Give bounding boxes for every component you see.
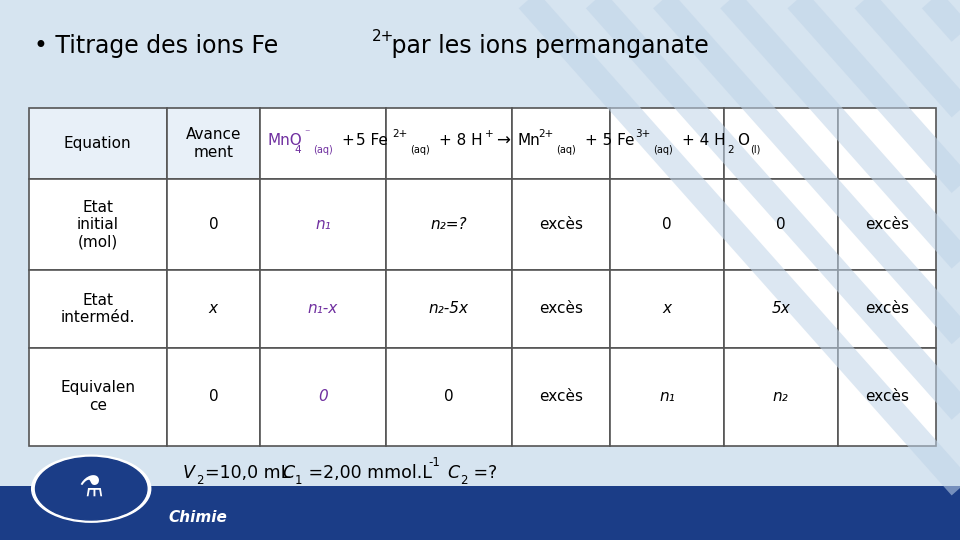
Bar: [386, 270, 512, 348]
Bar: [610, 179, 724, 270]
Text: 0: 0: [776, 217, 785, 232]
Text: n₁: n₁: [660, 389, 675, 404]
Bar: [29, 108, 167, 179]
Text: MnO: MnO: [268, 133, 302, 148]
Text: excès: excès: [865, 389, 909, 404]
Text: Equivalen
ce: Equivalen ce: [60, 380, 135, 413]
Text: 0: 0: [208, 217, 218, 232]
Text: excès: excès: [865, 217, 909, 232]
Text: + 5 Fe: + 5 Fe: [585, 133, 634, 148]
Text: 2+: 2+: [372, 29, 394, 44]
Text: -1: -1: [428, 456, 440, 469]
Text: excès: excès: [539, 301, 583, 316]
Bar: [29, 270, 167, 348]
Bar: [167, 108, 260, 179]
Text: Etat
initial
(mol): Etat initial (mol): [77, 200, 119, 249]
Text: + 4 H: + 4 H: [682, 133, 725, 148]
Bar: [512, 179, 610, 270]
Bar: [724, 108, 838, 179]
Bar: [610, 270, 724, 348]
Text: 4: 4: [295, 145, 301, 155]
Bar: [838, 270, 936, 348]
Text: 2: 2: [196, 474, 204, 487]
Text: 5 Fe: 5 Fe: [356, 133, 388, 148]
Circle shape: [36, 457, 147, 520]
Text: (aq): (aq): [313, 145, 333, 155]
Text: 2: 2: [728, 145, 734, 155]
Text: C: C: [282, 463, 295, 482]
Text: +: +: [342, 133, 354, 148]
Bar: [29, 348, 167, 445]
Bar: [724, 348, 838, 445]
Text: ⚗: ⚗: [79, 475, 104, 503]
Bar: [167, 179, 260, 270]
Text: =10,0 mL: =10,0 mL: [205, 463, 291, 482]
Text: n₂: n₂: [773, 389, 789, 404]
Text: 5x: 5x: [772, 301, 790, 316]
Text: Avance
ment: Avance ment: [185, 127, 241, 160]
Bar: [724, 179, 838, 270]
Text: (l): (l): [750, 145, 760, 155]
Text: 0: 0: [208, 389, 218, 404]
Text: n₁: n₁: [315, 217, 331, 232]
Bar: [724, 270, 838, 348]
Text: x: x: [209, 301, 218, 316]
Text: +: +: [485, 129, 493, 139]
Bar: [260, 179, 386, 270]
Bar: [386, 179, 512, 270]
Bar: [386, 348, 512, 445]
Bar: [29, 179, 167, 270]
Text: • Titrage des ions Fe: • Titrage des ions Fe: [34, 34, 277, 58]
Bar: [512, 108, 610, 179]
Text: n₂-5x: n₂-5x: [429, 301, 468, 316]
Text: C: C: [447, 463, 460, 482]
Text: par les ions permanganate: par les ions permanganate: [384, 34, 708, 58]
Text: →: →: [496, 132, 510, 150]
Text: 0: 0: [444, 389, 454, 404]
Text: Etat
interméd.: Etat interméd.: [60, 293, 135, 325]
Bar: [167, 270, 260, 348]
Text: (aq): (aq): [410, 145, 430, 155]
Bar: [512, 348, 610, 445]
Text: 3+: 3+: [636, 129, 651, 139]
Text: O: O: [737, 133, 749, 148]
Circle shape: [32, 455, 151, 522]
Text: + 8 H: + 8 H: [439, 133, 482, 148]
Text: n₁-x: n₁-x: [308, 301, 338, 316]
Text: n₂=?: n₂=?: [430, 217, 468, 232]
Bar: [260, 108, 386, 179]
Bar: [838, 348, 936, 445]
Text: ⁻: ⁻: [304, 129, 310, 139]
Text: 0: 0: [318, 389, 328, 404]
Text: excès: excès: [865, 301, 909, 316]
Text: =2,00 mmol.L: =2,00 mmol.L: [303, 463, 432, 482]
Text: =?: =?: [468, 463, 497, 482]
Bar: [610, 348, 724, 445]
Text: excès: excès: [539, 389, 583, 404]
Bar: [0, 486, 960, 540]
Bar: [512, 270, 610, 348]
Text: excès: excès: [539, 217, 583, 232]
Text: V: V: [182, 463, 194, 482]
Text: 0: 0: [662, 217, 672, 232]
Bar: [260, 270, 386, 348]
Bar: [167, 348, 260, 445]
Text: 2+: 2+: [393, 129, 408, 139]
Bar: [838, 108, 936, 179]
Bar: [838, 179, 936, 270]
Text: 2: 2: [460, 474, 468, 487]
Text: (aq): (aq): [653, 145, 673, 155]
Text: 1: 1: [295, 474, 302, 487]
Bar: [386, 108, 512, 179]
Text: (aq): (aq): [556, 145, 576, 155]
Text: 2+: 2+: [539, 129, 554, 139]
Text: x: x: [662, 301, 671, 316]
Text: Mn: Mn: [517, 133, 540, 148]
Text: Equation: Equation: [64, 136, 132, 151]
Bar: [260, 348, 386, 445]
Bar: [610, 108, 724, 179]
Text: Chimie: Chimie: [168, 510, 227, 525]
